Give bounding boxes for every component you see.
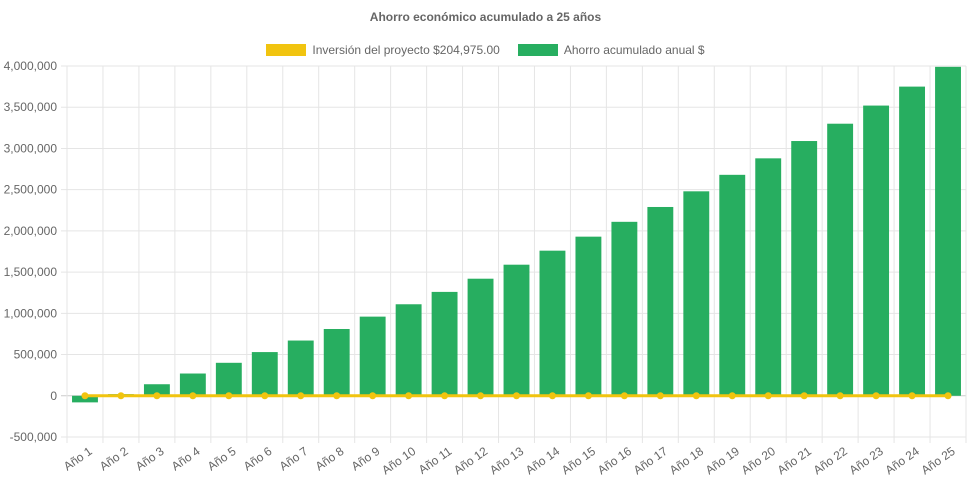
legend-label-ahorro: Ahorro acumulado anual $ (563, 43, 705, 57)
line-point (153, 392, 161, 400)
bar (287, 340, 314, 396)
line-point (872, 392, 880, 400)
bar (431, 291, 458, 396)
line-point (620, 392, 628, 400)
line-point (441, 392, 449, 400)
line-point (225, 392, 233, 400)
line-point (261, 392, 269, 400)
x-tick-label: Año 19 (703, 444, 742, 477)
x-tick-label: Año 21 (775, 444, 814, 477)
y-tick-label: 1,000,000 (4, 306, 58, 320)
bar (143, 384, 170, 396)
line-point (800, 392, 808, 400)
x-tick-label: Año 4 (169, 444, 203, 474)
legend-item-inversion[interactable]: Inversión del proyecto $204,975.00 (266, 43, 500, 57)
x-tick-label: Año 8 (313, 444, 347, 474)
x-tick-label: Año 15 (559, 444, 598, 477)
x-tick-label: Año 1 (61, 444, 95, 474)
line-point (908, 392, 916, 400)
line-point (728, 392, 736, 400)
chart-legend: Inversión del proyecto $204,975.00 Ahorr… (0, 43, 971, 57)
bar (467, 278, 494, 396)
bar (251, 352, 278, 396)
line-point (656, 392, 664, 400)
x-tick-label: Año 13 (487, 444, 526, 477)
bar (323, 328, 350, 396)
y-tick-label: 500,000 (14, 348, 58, 362)
line-point (117, 392, 125, 400)
chart-title: Ahorro económico acumulado a 25 años (369, 10, 602, 24)
bar (791, 141, 818, 396)
x-tick-label: Año 6 (241, 444, 275, 474)
y-tick-label: 2,000,000 (4, 224, 58, 238)
x-tick-label: Año 14 (523, 444, 562, 477)
x-tick-label: Año 7 (277, 444, 311, 474)
legend-swatch-inversion (266, 44, 307, 56)
bar (899, 86, 926, 396)
x-tick-label: Año 9 (349, 444, 383, 474)
line-point (513, 392, 520, 400)
line-point (692, 392, 700, 400)
line-point (405, 392, 413, 400)
legend-label-inversion: Inversión del proyecto $204,975.00 (312, 43, 500, 57)
legend-item-ahorro[interactable]: Ahorro acumulado anual $ (517, 43, 705, 57)
x-tick-label: Año 5 (205, 444, 239, 474)
line-point (764, 392, 772, 400)
line-point (333, 392, 341, 400)
bar (863, 105, 890, 396)
y-tick-label: 3,500,000 (4, 100, 58, 114)
y-tick-label: 4,000,000 (4, 59, 58, 73)
bar (539, 250, 566, 396)
line-point (477, 392, 485, 400)
x-tick-label: Año 17 (631, 444, 670, 477)
bar (935, 66, 961, 396)
line-point (944, 392, 952, 400)
y-tick-label: 0 (50, 389, 57, 403)
x-tick-label: Año 23 (847, 444, 886, 477)
line-point (548, 392, 556, 400)
x-tick-label: Año 11 (416, 444, 455, 477)
bar (647, 206, 674, 396)
x-tick-label: Año 24 (883, 444, 922, 477)
y-tick-label: 1,500,000 (4, 265, 58, 279)
x-tick-label: Año 25 (919, 444, 958, 477)
x-tick-label: Año 2 (97, 444, 131, 474)
bar (503, 264, 530, 396)
bar (215, 362, 242, 396)
bar (683, 191, 710, 396)
y-tick-label: -500,000 (10, 430, 58, 444)
x-tick-label: Año 3 (133, 444, 167, 474)
line-point (836, 392, 844, 400)
line-point (189, 392, 197, 400)
bar (611, 221, 638, 396)
bar (359, 316, 386, 396)
x-tick-label: Año 18 (667, 444, 706, 477)
legend-swatch-ahorro (517, 44, 558, 56)
bar (827, 123, 854, 396)
y-tick-label: 2,500,000 (4, 183, 58, 197)
bar (755, 158, 782, 396)
line-point (297, 392, 305, 400)
x-tick-label: Año 20 (739, 444, 778, 477)
line-point (81, 392, 89, 400)
bar (575, 236, 602, 396)
x-tick-label: Año 12 (451, 444, 490, 477)
line-point (584, 392, 592, 400)
x-tick-label: Año 16 (595, 444, 634, 477)
x-tick-label: Año 10 (379, 444, 418, 477)
bar (179, 373, 206, 396)
bar (719, 174, 746, 396)
y-tick-label: 3,000,000 (4, 141, 58, 155)
line-point (369, 392, 377, 400)
bar (395, 304, 422, 396)
x-tick-label: Año 22 (811, 444, 850, 477)
